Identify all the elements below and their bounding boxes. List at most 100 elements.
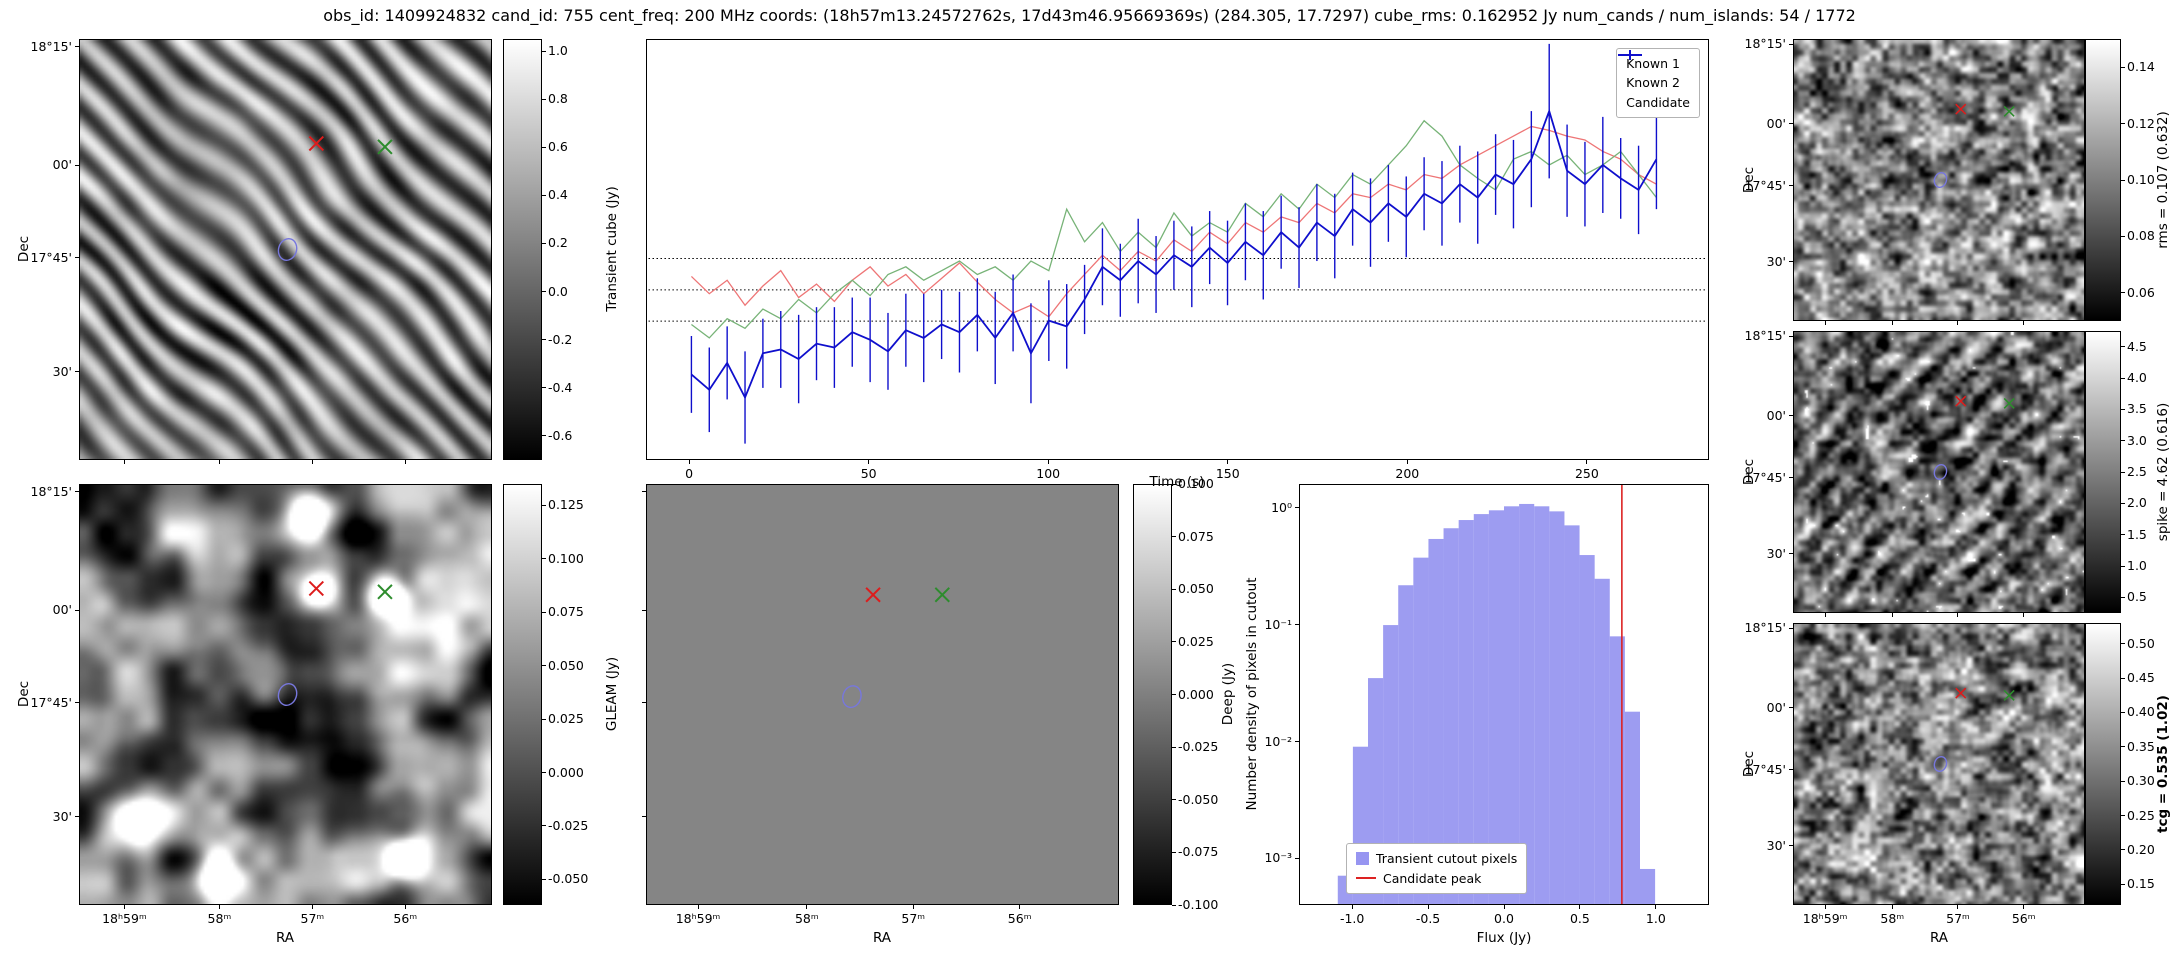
tick-mark <box>1295 857 1299 859</box>
tick-mark <box>542 50 546 52</box>
tick-mark <box>123 905 125 909</box>
ra-tick: 57ᵐ <box>300 911 325 926</box>
tick-mark <box>688 460 690 464</box>
rms-cutout-image <box>1793 39 2085 321</box>
tick-mark <box>2023 613 2025 617</box>
gleam-colorbar-tick: 0.100 <box>548 550 584 566</box>
spike-colorbar-tick: 0.5 <box>2127 589 2147 605</box>
spike-colorbar-tick: 4.5 <box>2127 338 2147 354</box>
spike-colorbar-label: spike = 4.62 (0.616) <box>2155 402 2171 542</box>
tcg-markers-overlay <box>1933 687 2015 773</box>
rms-markers-overlay <box>1933 103 2015 189</box>
tick-mark <box>2121 377 2125 379</box>
rms-colorbar <box>2085 39 2121 321</box>
transient-colorbar <box>503 39 542 460</box>
dec-tick: 18°15' <box>1744 36 1787 52</box>
deep-canvas <box>647 485 1118 904</box>
tick-mark <box>1579 905 1581 909</box>
flux-tick: -1.0 <box>1339 911 1365 926</box>
tcg-cutout-image <box>1793 623 2085 905</box>
ra-axis-label: RA <box>275 930 295 946</box>
rms-colorbar-tick: 0.14 <box>2127 59 2155 75</box>
density-tick: 10⁰ <box>1271 499 1292 515</box>
gleam-noise-canvas <box>80 485 491 904</box>
deep-colorbar <box>1133 484 1172 905</box>
tick-mark <box>642 609 646 611</box>
gleam-colorbar-tick: 0.000 <box>548 764 584 780</box>
spike-markers-overlay <box>1933 395 2015 481</box>
tick-mark <box>2121 408 2125 410</box>
time-tick: 250 <box>1574 466 1599 481</box>
dec-tick: 30' <box>52 808 72 824</box>
time-tick: 100 <box>1036 466 1061 481</box>
tick-mark <box>542 98 546 100</box>
deep-colorbar-tick: 0.000 <box>1178 686 1214 702</box>
tick-mark <box>542 825 546 827</box>
legend-label: Known 2 <box>1626 75 1680 91</box>
transient-colorbar-tick: -0.4 <box>548 379 573 395</box>
gleam-colorbar-tick: 0.050 <box>548 657 584 673</box>
tick-mark <box>1427 905 1429 909</box>
tick-mark <box>1019 905 1021 909</box>
tick-mark <box>75 164 79 166</box>
tick-mark <box>1172 694 1176 695</box>
ra-tick: 57ᵐ <box>1946 911 1970 926</box>
tick-mark <box>1789 43 1793 45</box>
tick-mark <box>1172 851 1176 853</box>
deep-colorbar-label: Deep (Jy) <box>1220 662 1236 726</box>
gleam-colorbar-tick: 0.075 <box>548 604 584 620</box>
dec-tick: 30' <box>1766 545 1786 561</box>
tcg-colorbar-tick: 0.20 <box>2127 842 2155 858</box>
tick-mark <box>2121 596 2125 598</box>
ra-tick: 56ᵐ <box>393 911 418 926</box>
tick-mark <box>542 339 546 341</box>
tick-mark <box>1789 123 1793 125</box>
tick-mark <box>2121 815 2125 817</box>
time-tick: 50 <box>860 466 877 481</box>
tick-mark <box>2121 123 2125 125</box>
tcg-colorbar-tick: 0.30 <box>2127 773 2155 789</box>
rms-noise-canvas <box>1794 40 2084 320</box>
tick-mark <box>2121 346 2125 348</box>
tick-mark <box>642 491 646 493</box>
tick-mark <box>2121 643 2125 645</box>
tick-mark <box>1789 553 1793 555</box>
legend-item: Candidate peak <box>1356 869 1517 888</box>
tick-mark <box>542 387 546 389</box>
transient-cube-cutout-image <box>79 39 492 460</box>
tick-mark <box>1789 707 1793 709</box>
tick-mark <box>542 194 546 196</box>
figure-title: obs_id: 1409924832 cand_id: 755 cent_fre… <box>323 6 1856 25</box>
transient-colorbar-tick: 1.0 <box>548 43 568 59</box>
tcg-colorbar <box>2085 623 2121 905</box>
tick-mark <box>1789 335 1793 337</box>
tick-mark <box>2121 677 2125 679</box>
hist-y-axis-label: Number density of pixels in cutout <box>1244 577 1260 811</box>
transient-markers-overlay <box>277 135 393 261</box>
transient-colorbar-tick: 0.6 <box>548 139 568 155</box>
dec-tick: 00' <box>1766 407 1786 423</box>
gleam-colorbar-tick: 0.125 <box>548 497 584 513</box>
tcg-noise-canvas <box>1794 624 2084 904</box>
dec-tick: 00' <box>1766 115 1786 131</box>
ra-tick: 58ᵐ <box>794 911 819 926</box>
tick-mark <box>1172 641 1176 643</box>
tick-mark <box>542 718 546 720</box>
tick-mark <box>2121 471 2125 473</box>
tick-mark <box>1047 460 1049 464</box>
legend-label: Candidate peak <box>1383 870 1482 886</box>
tick-mark <box>642 816 646 818</box>
spike-colorbar-tick: 1.5 <box>2127 526 2147 542</box>
tick-mark <box>1891 905 1893 909</box>
tick-mark <box>1172 799 1176 801</box>
tick-mark <box>542 504 546 506</box>
dec-tick: 30' <box>52 363 72 379</box>
flux-histogram-plot: Transient cutout pixels Candidate peak <box>1299 484 1709 905</box>
time-tick: 0 <box>685 466 694 481</box>
rms-colorbar-tick: 0.08 <box>2127 228 2155 244</box>
tick-mark <box>642 702 646 704</box>
lightcurve-svg <box>648 43 1707 444</box>
tick-mark <box>404 905 406 909</box>
tick-mark <box>404 460 406 464</box>
tcg-colorbar-label: tcg = 0.535 (1.02) <box>2155 695 2171 833</box>
